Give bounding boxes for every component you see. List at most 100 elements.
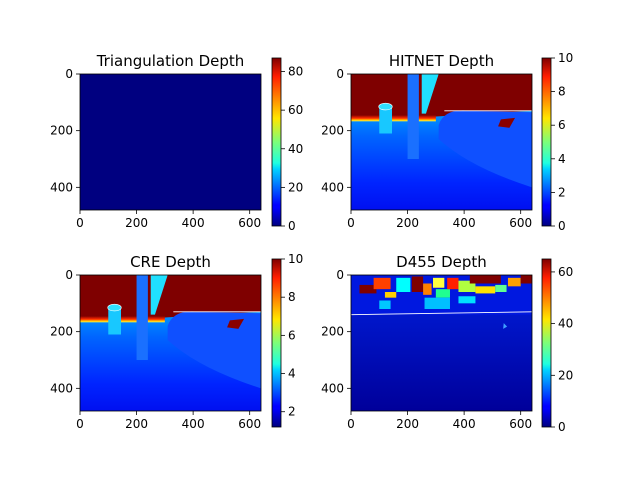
subplot-3: CRE Depth 0 200 400 600 0 200 400 2 4 6 8 10	[50, 252, 303, 431]
colorbar-tick-label: 20	[288, 180, 303, 194]
colorbar-tick-label: 6	[558, 118, 566, 132]
colorbar-tick-label: 6	[288, 328, 296, 342]
colorbar-tick-label: 80	[288, 65, 303, 79]
red-patch	[498, 117, 516, 128]
noise-blob	[447, 277, 459, 290]
x-tick-label: 600	[238, 417, 261, 431]
x-tick-label: 200	[396, 216, 419, 230]
y-tick-label: 400	[50, 180, 73, 194]
colorbar-tick-label: 60	[288, 103, 303, 117]
red-patch	[227, 318, 245, 329]
noise-blob	[475, 286, 496, 294]
mast	[150, 275, 168, 315]
mast	[421, 74, 439, 114]
noise-blob	[495, 284, 507, 292]
noise-blob	[379, 300, 391, 309]
image-area	[80, 275, 261, 411]
hull-object	[438, 110, 532, 188]
pillar	[407, 74, 419, 159]
subplot-title: CRE Depth	[130, 253, 211, 271]
x-tick-label: 0	[76, 216, 84, 230]
x-tick-label: 0	[347, 216, 355, 230]
y-tick-label: 0	[65, 268, 73, 282]
subplot-4: D455 Depth 0 200 400 600 0 200 400 0 20 40 60	[321, 253, 573, 434]
far-region	[351, 74, 532, 120]
noise-blob	[435, 289, 450, 298]
colorbar-tick-label: 4	[558, 152, 566, 166]
horizon-line	[351, 311, 532, 316]
colorbar-tick-label: 20	[558, 368, 573, 382]
colorbar-tick-label: 4	[288, 367, 296, 381]
y-tick-label: 200	[321, 325, 344, 339]
image-area	[80, 74, 261, 210]
colorbar-tick-label: 2	[558, 185, 566, 199]
y-tick-label: 200	[50, 325, 73, 339]
noise-blob	[507, 277, 521, 287]
x-tick-label: 400	[182, 216, 205, 230]
x-tick-label: 200	[125, 417, 148, 431]
noise-blob	[458, 296, 476, 304]
axes-frame	[350, 73, 533, 211]
subplot-title: HITNET Depth	[389, 52, 494, 70]
y-tick-label: 0	[65, 67, 73, 81]
x-tick-label: 200	[125, 216, 148, 230]
post	[108, 306, 122, 335]
noise-blob	[458, 280, 476, 292]
colorbar-tick-label: 60	[558, 265, 573, 279]
post-top	[378, 102, 393, 111]
noise-blob	[411, 276, 424, 292]
x-tick-label: 200	[396, 417, 419, 431]
x-tick-label: 600	[509, 216, 532, 230]
x-tick-label: 600	[238, 216, 261, 230]
noise-blob	[373, 277, 391, 290]
noise-blob	[469, 275, 501, 284]
transition-band	[80, 316, 165, 323]
axes-frame	[79, 73, 262, 211]
y-tick-label: 400	[321, 381, 344, 395]
subplot-title: D455 Depth	[396, 253, 487, 271]
colorbar-tick-label: 10	[288, 252, 303, 266]
far-region	[80, 275, 261, 321]
y-tick-label: 200	[321, 124, 344, 138]
y-tick-label: 0	[336, 268, 344, 282]
colorbar	[271, 57, 282, 227]
colorbar-tick-label: 0	[558, 420, 566, 434]
y-tick-label: 200	[50, 124, 73, 138]
image-area	[351, 74, 532, 210]
colorbar	[541, 57, 552, 227]
noise-blob	[423, 283, 432, 295]
colorbar-tick-label: 0	[288, 219, 296, 233]
subplot-1: Triangulation Depth 0 200 400 600 0 200 400 0 20 4…	[50, 52, 303, 233]
depth-image	[80, 74, 261, 210]
noise-blob	[396, 277, 411, 292]
y-tick-label: 400	[50, 381, 73, 395]
colorbar	[271, 258, 282, 428]
x-tick-label: 400	[453, 216, 476, 230]
x-tick-label: 0	[347, 417, 355, 431]
transition-band	[351, 115, 436, 122]
colorbar-tick-label: 40	[558, 317, 573, 331]
subplot-2: HITNET Depth 0 200 400 600 0 200 400 0 2 4 6 8 10	[321, 51, 573, 233]
noise-blob	[520, 275, 532, 284]
noise-blob	[424, 297, 450, 309]
axes-frame	[350, 274, 533, 412]
y-tick-label: 400	[321, 180, 344, 194]
colorbar-tick-label: 0	[558, 219, 566, 233]
post	[379, 105, 393, 134]
hull-object	[167, 311, 261, 389]
x-tick-label: 400	[453, 417, 476, 431]
colorbar-tick-label: 2	[288, 405, 296, 419]
colorbar-tick-label: 40	[288, 142, 303, 156]
x-tick-label: 600	[509, 417, 532, 431]
colorbar-tick-label: 10	[558, 51, 573, 65]
y-tick-label: 0	[336, 67, 344, 81]
noise-blob	[433, 277, 445, 288]
colorbar-tick-label: 8	[558, 85, 566, 99]
x-tick-label: 400	[182, 417, 205, 431]
subplot-title: Triangulation Depth	[96, 52, 245, 70]
noise-blob	[384, 292, 397, 298]
axes-frame	[79, 274, 262, 412]
image-area	[351, 275, 532, 411]
pillar	[136, 275, 148, 360]
